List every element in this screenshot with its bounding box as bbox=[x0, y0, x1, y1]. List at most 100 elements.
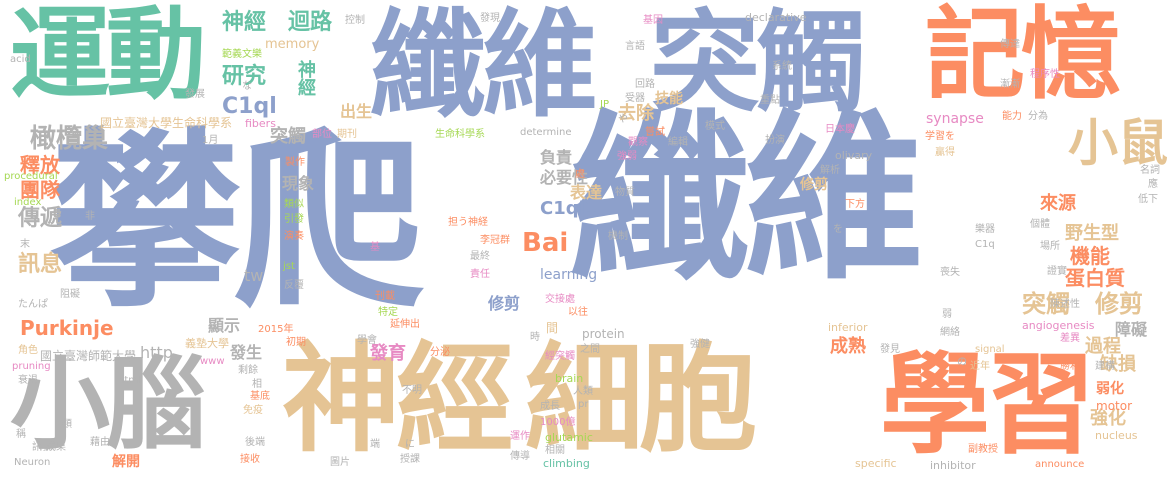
word: 製作 bbox=[285, 157, 305, 168]
word: 差異 bbox=[1060, 333, 1080, 344]
word: 初期 bbox=[286, 337, 306, 348]
word: 釋放 bbox=[20, 153, 60, 177]
word: Bai bbox=[522, 228, 569, 258]
word: 去除 bbox=[618, 103, 654, 124]
word: 來源 bbox=[1040, 193, 1076, 214]
word: 神經 bbox=[222, 10, 267, 35]
word: 顯示 bbox=[208, 316, 241, 335]
word: C1ql1 bbox=[540, 198, 598, 219]
word: 演奏 bbox=[284, 231, 304, 242]
word: 攀爬 bbox=[50, 112, 424, 333]
word: 運動 bbox=[10, 0, 206, 113]
word: 過程 bbox=[1085, 336, 1121, 357]
word: や bbox=[618, 114, 628, 125]
word: 網絡 bbox=[940, 327, 960, 338]
word: 成長 bbox=[540, 401, 560, 412]
word: 樂器 bbox=[975, 224, 995, 235]
word: 訊息 bbox=[18, 252, 63, 277]
word: 部位 bbox=[312, 129, 332, 140]
word: jst bbox=[283, 261, 295, 272]
word: 範義文樂 bbox=[222, 49, 262, 60]
word: 相 bbox=[252, 379, 262, 390]
word: 相關 bbox=[545, 445, 565, 456]
word: 技能 bbox=[655, 91, 683, 107]
word: 分泌 bbox=[430, 347, 450, 358]
word: 機制 bbox=[608, 231, 628, 242]
word: 團隊 bbox=[20, 178, 60, 202]
word: 2015年 bbox=[258, 324, 294, 335]
word: 刊載 bbox=[375, 291, 395, 302]
word: protein bbox=[582, 327, 625, 341]
word: C1ql bbox=[222, 94, 277, 119]
word: 國立臺灣師範大學 bbox=[40, 349, 137, 363]
word: synapse bbox=[926, 111, 984, 127]
word: 小鼠 bbox=[1068, 114, 1168, 172]
word: inferior bbox=[828, 321, 868, 334]
word: 研究 bbox=[222, 64, 267, 89]
word: 特定 bbox=[378, 307, 398, 318]
word: 担う神経 bbox=[448, 217, 488, 228]
word: 反覆 bbox=[284, 280, 304, 291]
word: 缺損 bbox=[1100, 354, 1136, 375]
word: 控制 bbox=[345, 15, 365, 26]
word: 突觸 bbox=[270, 126, 306, 147]
word: 1000億 bbox=[540, 417, 576, 428]
word: 出生 bbox=[340, 102, 373, 121]
word: 訊號 bbox=[32, 442, 52, 453]
word: 弱化 bbox=[1096, 381, 1124, 397]
word: 名詞 bbox=[1140, 165, 1160, 176]
word: 弱 bbox=[942, 309, 952, 320]
word: tw bbox=[244, 266, 264, 285]
word: 最終 bbox=[470, 251, 490, 262]
word: 時 bbox=[530, 332, 540, 343]
word: 負責 bbox=[540, 148, 573, 167]
word: declarative bbox=[745, 11, 807, 24]
word: 嘗試 bbox=[645, 127, 665, 138]
word: 以往 bbox=[568, 307, 588, 318]
word: 野生型 bbox=[1065, 223, 1119, 244]
word: 下方 bbox=[845, 199, 865, 210]
word: 迴路 bbox=[288, 10, 333, 35]
word: C1q bbox=[975, 239, 995, 250]
word: 之間 bbox=[580, 344, 600, 355]
word: 處 bbox=[575, 169, 585, 180]
word: 強弱 bbox=[617, 151, 637, 162]
word: 受器 bbox=[625, 93, 645, 104]
word: 人類 bbox=[573, 386, 593, 397]
word: 類似 bbox=[284, 199, 304, 210]
word: 日本慶 bbox=[825, 124, 855, 135]
word: motor bbox=[1096, 399, 1133, 413]
word: JP bbox=[600, 99, 609, 110]
word: 必要性 bbox=[540, 168, 589, 187]
word: 傳達 bbox=[1000, 39, 1020, 50]
word: 發生 bbox=[230, 343, 263, 362]
word: 義塾大學 bbox=[185, 337, 229, 350]
word: 端 bbox=[370, 439, 380, 450]
word: 非 bbox=[85, 211, 95, 222]
word: 傳遞 bbox=[18, 206, 63, 231]
word: 發展 bbox=[185, 89, 205, 100]
word: 回路 bbox=[635, 79, 655, 90]
word: 纖維 bbox=[570, 95, 924, 304]
word: 觀察 bbox=[628, 137, 648, 148]
word: html bbox=[118, 375, 141, 386]
word: 延伸出 bbox=[390, 319, 420, 330]
word: 障礙 bbox=[1115, 320, 1148, 339]
word: 發育 bbox=[370, 343, 406, 364]
word: 模式 bbox=[705, 121, 725, 132]
word: 突觸 bbox=[1022, 290, 1070, 318]
word: 橄欖巢 bbox=[30, 124, 109, 154]
word: announce bbox=[1035, 459, 1085, 470]
word: 類 bbox=[62, 419, 72, 430]
word: に bbox=[405, 439, 415, 450]
word: 學習 bbox=[880, 341, 1096, 469]
word: 蛋白質 bbox=[1065, 266, 1125, 290]
word: 衰退 bbox=[18, 375, 38, 386]
word: 機能 bbox=[1070, 244, 1110, 268]
word: 角色 bbox=[18, 345, 38, 356]
word: www bbox=[200, 356, 225, 367]
word: acid bbox=[10, 54, 31, 65]
word: 突觸 bbox=[650, 0, 866, 127]
word: angiogenesis bbox=[1022, 319, 1095, 332]
